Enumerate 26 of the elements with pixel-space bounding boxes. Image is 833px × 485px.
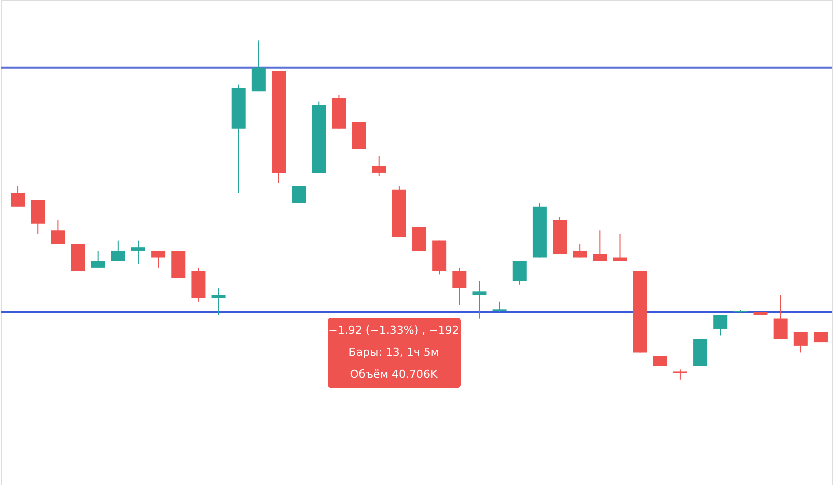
candlestick bbox=[472, 281, 487, 320]
candlestick bbox=[412, 226, 427, 252]
candlestick bbox=[774, 294, 788, 340]
candlestick bbox=[152, 250, 166, 268]
annotation: −1.92 (−1.33%) , −192 bbox=[328, 324, 460, 337]
candlestick bbox=[512, 260, 527, 286]
candlestick bbox=[714, 314, 728, 336]
candlestick bbox=[492, 301, 507, 313]
candlestick bbox=[573, 244, 588, 258]
candlestick bbox=[452, 267, 467, 306]
candlestick bbox=[372, 156, 386, 177]
candlestick bbox=[794, 332, 808, 354]
annotation: Бары: 13, 1ч 5м bbox=[348, 346, 440, 359]
candlestick bbox=[252, 40, 266, 92]
candlestick bbox=[292, 186, 306, 204]
annotation: Объём 40.706K bbox=[350, 368, 439, 381]
candlestick bbox=[212, 288, 226, 316]
candlestick bbox=[11, 186, 26, 208]
candlestick bbox=[131, 240, 146, 266]
candlestick bbox=[91, 250, 106, 268]
candlestick bbox=[51, 220, 66, 245]
candlestick bbox=[653, 356, 668, 367]
candlestick bbox=[673, 369, 688, 380]
candlestick bbox=[111, 240, 126, 262]
candlestick bbox=[593, 230, 608, 262]
candlestick bbox=[31, 200, 46, 235]
